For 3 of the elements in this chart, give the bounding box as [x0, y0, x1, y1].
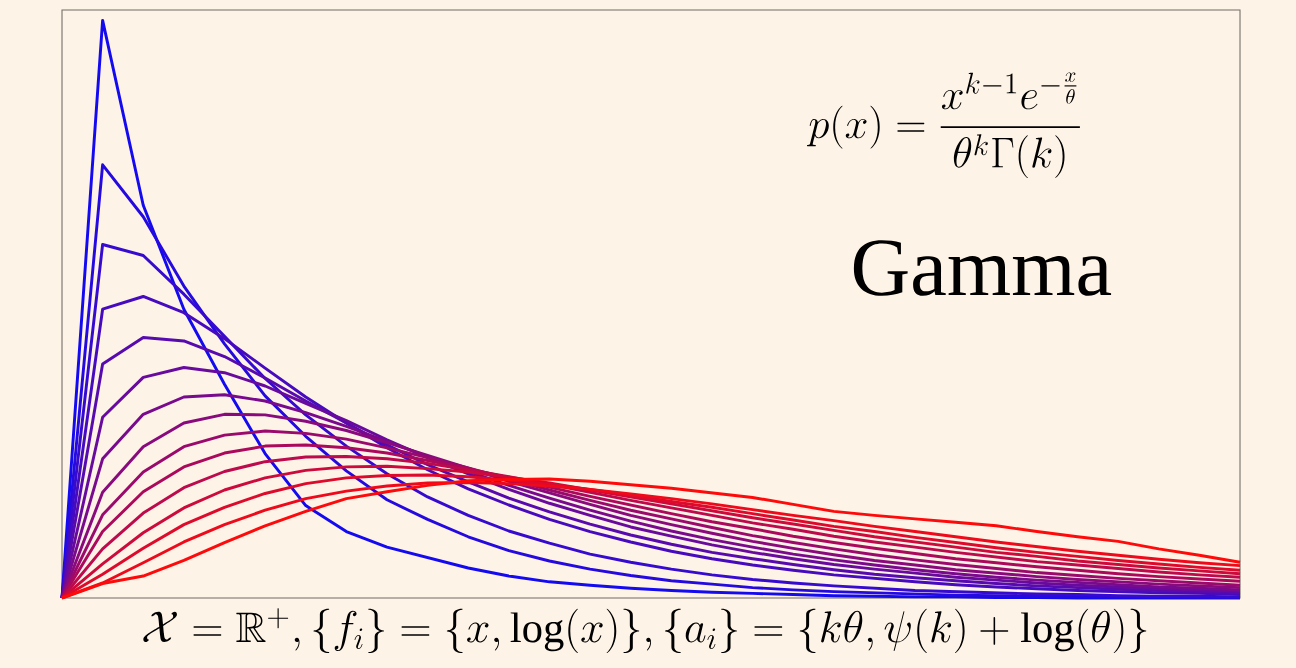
text: Gamma	[853, 240, 1112, 296]
annotation: $p(x) = \frac{x^{k-1}e^{-\frac{x}{\theta}}}{\theta^{k}\Gamma(k)}$	[806, 72, 1080, 179]
x-axis-title: $\mathcal{X} = \mathbb{R}^{+}, \{f_i\} = \{x, \log(x)\}, \{a_i\} = \{k\theta, \psi(k) + \log(\theta)\}$	[143, 608, 1147, 654]
